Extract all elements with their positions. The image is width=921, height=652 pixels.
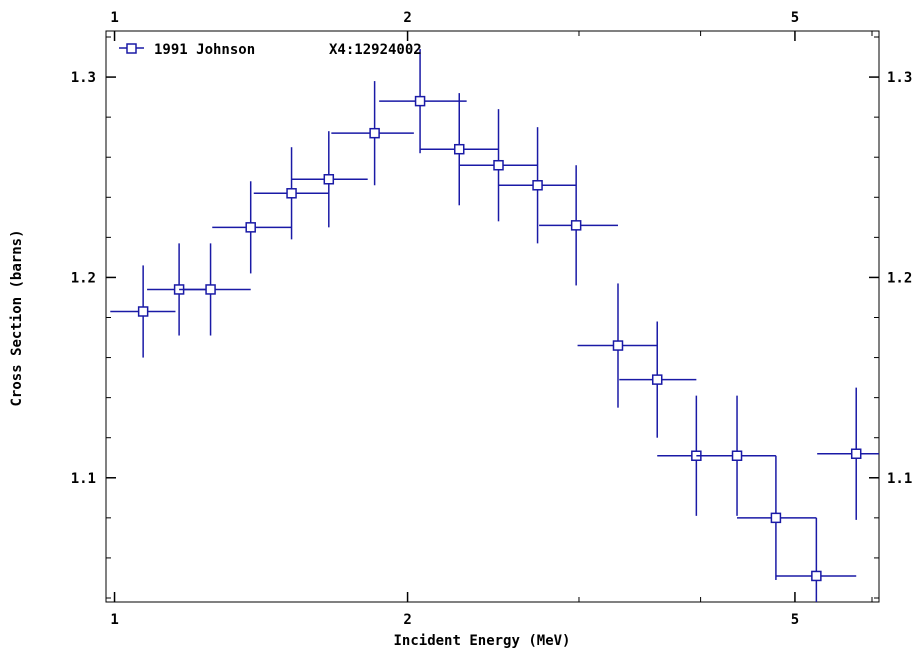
tick-labels: 1 1 2 2 5 5 1.1 1.1 1.2 1.2 1.3 1.3: [71, 10, 913, 628]
data-point: [179, 243, 251, 336]
data-point: [696, 395, 776, 516]
data-point: [737, 455, 817, 580]
data-marker: [369, 127, 380, 139]
data-marker: [532, 180, 543, 191]
data-marker: [453, 143, 465, 155]
data-point: [110, 265, 176, 358]
y-tick-label-right: 1.1: [887, 471, 912, 487]
data-marks: [110, 49, 879, 602]
data-point: [459, 109, 538, 222]
x-axis-title: Incident Energy (MeV): [393, 633, 570, 649]
major-ticks: [106, 31, 879, 602]
data-point: [253, 147, 329, 240]
data-marker: [414, 95, 426, 107]
y-tick-label: 1.2: [71, 270, 96, 286]
x-tick-label: 2: [403, 612, 411, 628]
data-marker: [323, 174, 335, 185]
data-marker: [137, 306, 149, 317]
legend-dataset-label: X4:12924002: [329, 42, 422, 58]
data-marker: [570, 220, 582, 231]
x-tick-label-top: 1: [110, 10, 118, 26]
x-tick-label: 5: [791, 612, 799, 628]
data-marker: [811, 570, 822, 582]
legend: 1991 Johnson X4:12924002: [119, 42, 422, 58]
minor-ticks: [106, 31, 879, 602]
y-axis-title: Cross Section (barns): [9, 229, 25, 406]
data-marker: [493, 159, 504, 171]
data-point: [420, 93, 499, 206]
data-marker: [770, 512, 782, 524]
data-point: [775, 517, 857, 602]
data-point: [577, 283, 658, 408]
data-marker: [612, 340, 624, 351]
data-point: [212, 181, 292, 274]
data-marker: [731, 450, 743, 461]
y-tick-label-right: 1.2: [887, 270, 912, 286]
plot-frame: [105, 30, 880, 603]
data-point: [539, 165, 618, 286]
data-point: [817, 387, 879, 520]
data-point: [379, 49, 467, 154]
data-point: [498, 127, 577, 244]
data-point: [619, 321, 697, 438]
data-marker: [245, 222, 256, 233]
x-tick-label: 1: [110, 612, 118, 628]
legend-series-name: 1991 Johnson: [154, 42, 255, 58]
data-point: [291, 131, 368, 228]
x-tick-label-top: 2: [403, 10, 411, 26]
y-tick-label: 1.1: [71, 471, 96, 487]
data-marker: [286, 188, 297, 199]
legend-marker: [126, 43, 137, 54]
data-point: [331, 81, 414, 186]
data-marker: [205, 284, 216, 295]
data-marker: [651, 374, 663, 385]
y-tick-label-right: 1.3: [887, 70, 912, 86]
x-tick-label-top: 5: [791, 10, 799, 26]
y-tick-label: 1.3: [71, 70, 96, 86]
data-marker: [850, 448, 862, 459]
